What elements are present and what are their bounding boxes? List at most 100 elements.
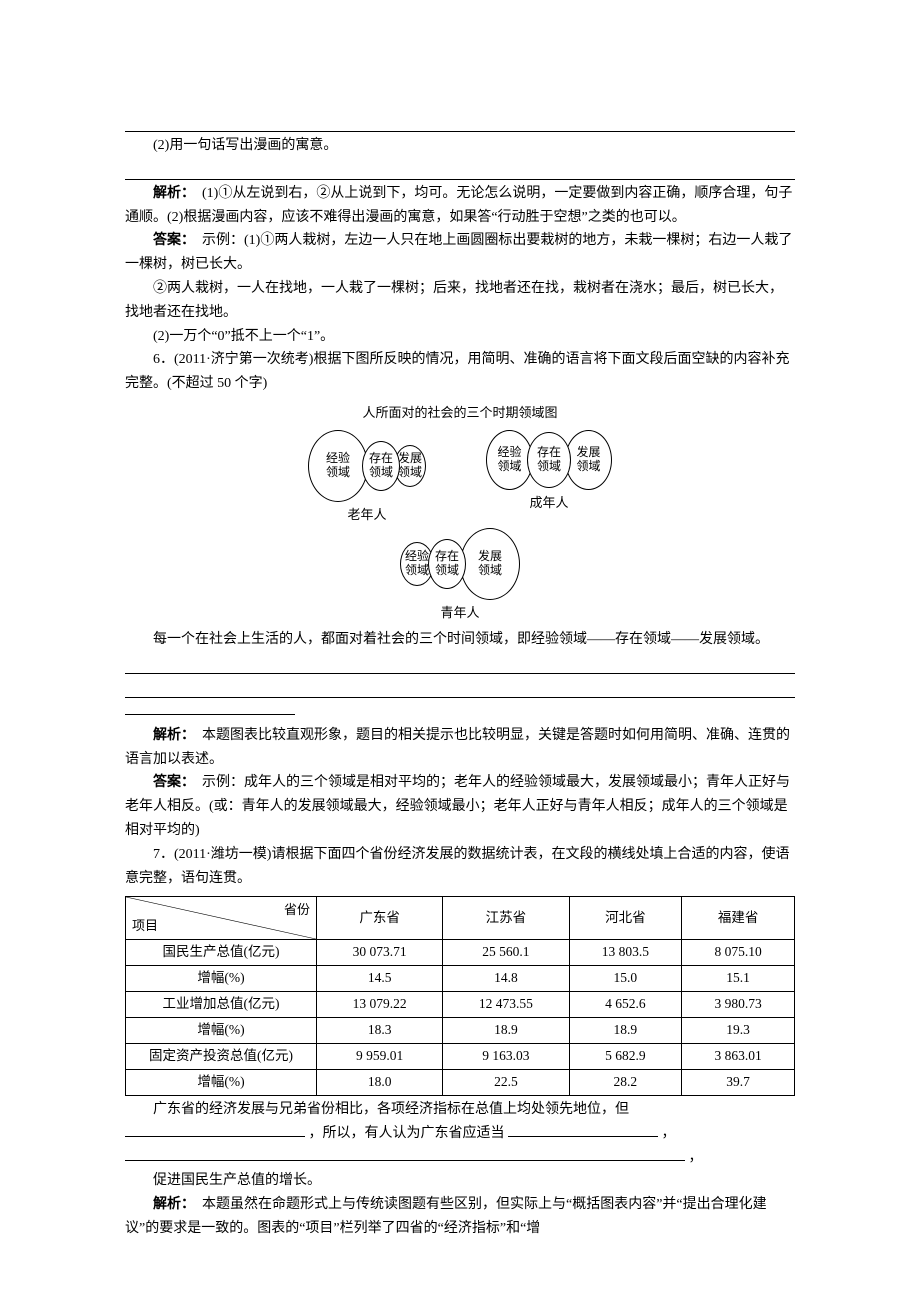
answer-5-line1: 答案： 示例：(1)①两人栽树，左边一人只在地上画圆圈标出要栽树的地方，未栽一棵… (125, 229, 795, 277)
answer-text: 示例：成年人的三个领域是相对平均的；老年人的经验领域最大，发展领域最小；青年人正… (125, 775, 790, 838)
table-cell: 18.9 (569, 1018, 682, 1044)
header-item: 项目 (132, 915, 158, 937)
ovals-young: 经验 领域存在 领域发展 领域 (400, 528, 520, 600)
table-cell: 9 959.01 (317, 1044, 443, 1070)
col-guangdong: 广东省 (317, 897, 443, 940)
question-7-stem: 7．(2011·潍坊一模)请根据下面四个省份经济发展的数据统计表，在文段的横线处… (125, 843, 795, 891)
q7-last-line: 促进国民生产总值的增长。 (125, 1169, 795, 1193)
table-cell: 14.5 (317, 966, 443, 992)
answer-6: 答案： 示例：成年人的三个领域是相对平均的；老年人的经验领域最大，发展领域最小；… (125, 771, 795, 842)
analysis-label: 解析： (153, 1197, 188, 1212)
diagram-row-2: 经验 领域存在 领域发展 领域 青年人 (125, 528, 795, 624)
oval-exist: 存在 领域 (362, 441, 400, 491)
row-label: 工业增加总值(亿元) (126, 992, 317, 1018)
table-cell: 3 863.01 (682, 1044, 795, 1070)
analysis-5: 解析： (1)①从左说到右，②从上说到下，均可。无论怎么说明，一定要做到内容正确… (125, 182, 795, 230)
table-cell: 3 980.73 (682, 992, 795, 1018)
table-cell: 18.3 (317, 1018, 443, 1044)
analysis-text: 本题图表比较直观形象，题目的相关提示也比较明显，关键是答题时如何用简明、准确、连… (125, 728, 790, 767)
group-old: 经验 领域存在 领域发展 领域 老年人 (308, 430, 426, 526)
comma-1: ， (662, 1126, 676, 1141)
diagram-row-1: 经验 领域存在 领域发展 领域 老年人 经验 领域存在 领域发展 领域 成年人 (125, 430, 795, 526)
table-cell: 12 473.55 (443, 992, 569, 1018)
answer-blank-short (125, 714, 295, 715)
ovals-old: 经验 领域存在 领域发展 领域 (308, 430, 426, 502)
question-6-stem: 6．(2011·济宁第一次统考)根据下图所反映的情况，用简明、准确的语言将下面文… (125, 348, 795, 396)
answer-blank-line (125, 676, 795, 698)
analysis-6: 解析： 本题图表比较直观形象，题目的相关提示也比较明显，关键是答题时如何用简明、… (125, 724, 795, 772)
group-adult: 经验 领域存在 领域发展 领域 成年人 (486, 430, 612, 526)
diagonal-header: 省份 项目 (126, 897, 317, 940)
question-2-sub2: (2)用一句话写出漫画的寓意。 (125, 134, 795, 158)
fill-blank-2 (508, 1136, 658, 1137)
table-cell: 19.3 (682, 1018, 795, 1044)
table-row: 工业增加总值(亿元)13 079.2212 473.554 652.63 980… (126, 992, 795, 1018)
table-cell: 39.7 (682, 1070, 795, 1096)
table-cell: 8 075.10 (682, 940, 795, 966)
header-province: 省份 (284, 899, 310, 921)
economy-table: 省份 项目 广东省 江苏省 河北省 福建省 国民生产总值(亿元)30 073.7… (125, 896, 795, 1096)
answer-blank-line (125, 110, 795, 132)
group-young: 经验 领域存在 领域发展 领域 青年人 (400, 528, 520, 624)
q7-text-1: 广东省的经济发展与兄弟省份相比，各项经济指标在总值上均处领先地位，但 (153, 1102, 629, 1117)
q6-lead: 每一个在社会上生活的人，都面对着社会的三个时间领域，即经验领域——存在领域——发… (125, 628, 795, 652)
table-cell: 9 163.03 (443, 1044, 569, 1070)
table-cell: 13 803.5 (569, 940, 682, 966)
col-hebei: 河北省 (569, 897, 682, 940)
col-jiangsu: 江苏省 (443, 897, 569, 940)
q7-text-2: ，所以，有人认为广东省应适当 (309, 1126, 505, 1141)
q7-fill-para: 广东省的经济发展与兄弟省份相比，各项经济指标在总值上均处领先地位，但 ，所以，有… (125, 1098, 795, 1169)
answer-blank-line (125, 158, 795, 180)
three-domains-diagram: 人所面对的社会的三个时期领域图 经验 领域存在 领域发展 领域 老年人 经验 领… (125, 402, 795, 624)
row-label: 固定资产投资总值(亿元) (126, 1044, 317, 1070)
answer-5-line2: ②两人栽树，一人在找地，一人栽了一棵树；后来，找地者还在找，栽树者在浇水；最后，… (125, 277, 795, 325)
table-header-row: 省份 项目 广东省 江苏省 河北省 福建省 (126, 897, 795, 940)
answer-label: 答案： (153, 775, 188, 790)
table-cell: 15.0 (569, 966, 682, 992)
caption-old: 老年人 (308, 504, 426, 526)
answer-blank-line (125, 652, 795, 674)
table-cell: 5 682.9 (569, 1044, 682, 1070)
ovals-adult: 经验 领域存在 领域发展 领域 (486, 430, 612, 490)
row-label: 增幅(%) (126, 1070, 317, 1096)
oval-exp: 经验 领域 (486, 430, 533, 490)
table-cell: 13 079.22 (317, 992, 443, 1018)
oval-exp: 经验 领域 (308, 430, 368, 502)
fill-blank-3 (125, 1160, 685, 1161)
caption-young: 青年人 (400, 602, 520, 624)
table-cell: 18.0 (317, 1070, 443, 1096)
table-cell: 25 560.1 (443, 940, 569, 966)
table-row: 增幅(%)14.514.815.015.1 (126, 966, 795, 992)
table-cell: 28.2 (569, 1070, 682, 1096)
analysis-label: 解析： (153, 186, 188, 201)
oval-exist: 存在 领域 (527, 432, 571, 488)
table-cell: 22.5 (443, 1070, 569, 1096)
table-row: 国民生产总值(亿元)30 073.7125 560.113 803.58 075… (126, 940, 795, 966)
analysis-text: (1)①从左说到右，②从上说到下，均可。无论怎么说明，一定要做到内容正确，顺序合… (125, 186, 792, 225)
oval-dev: 发展 领域 (460, 528, 520, 600)
col-fujian: 福建省 (682, 897, 795, 940)
analysis-text: 本题虽然在命题形式上与传统读图题有些区别，但实际上与“概括图表内容”并“提出合理… (125, 1197, 767, 1236)
analysis-7: 解析： 本题虽然在命题形式上与传统读图题有些区别，但实际上与“概括图表内容”并“… (125, 1193, 795, 1241)
row-label: 国民生产总值(亿元) (126, 940, 317, 966)
oval-exist: 存在 领域 (428, 539, 466, 589)
row-label: 增幅(%) (126, 966, 317, 992)
answer-5-line3: (2)一万个“0”抵不上一个“1”。 (125, 325, 795, 349)
table-cell: 15.1 (682, 966, 795, 992)
diagram-title: 人所面对的社会的三个时期领域图 (125, 402, 795, 424)
table-row: 固定资产投资总值(亿元)9 959.019 163.035 682.93 863… (126, 1044, 795, 1070)
table-cell: 14.8 (443, 966, 569, 992)
table-cell: 18.9 (443, 1018, 569, 1044)
table-row: 增幅(%)18.022.528.239.7 (126, 1070, 795, 1096)
fill-blank-1 (125, 1136, 305, 1137)
table-row: 增幅(%)18.318.918.919.3 (126, 1018, 795, 1044)
answer-text-1: 示例：(1)①两人栽树，左边一人只在地上画圆圈标出要栽树的地方，未栽一棵树；右边… (125, 233, 792, 272)
answer-label: 答案： (153, 233, 188, 248)
caption-adult: 成年人 (486, 492, 612, 514)
row-label: 增幅(%) (126, 1018, 317, 1044)
table-cell: 30 073.71 (317, 940, 443, 966)
table-cell: 4 652.6 (569, 992, 682, 1018)
comma-2: ， (689, 1150, 703, 1165)
oval-dev: 发展 领域 (565, 430, 612, 490)
analysis-label: 解析： (153, 728, 188, 743)
